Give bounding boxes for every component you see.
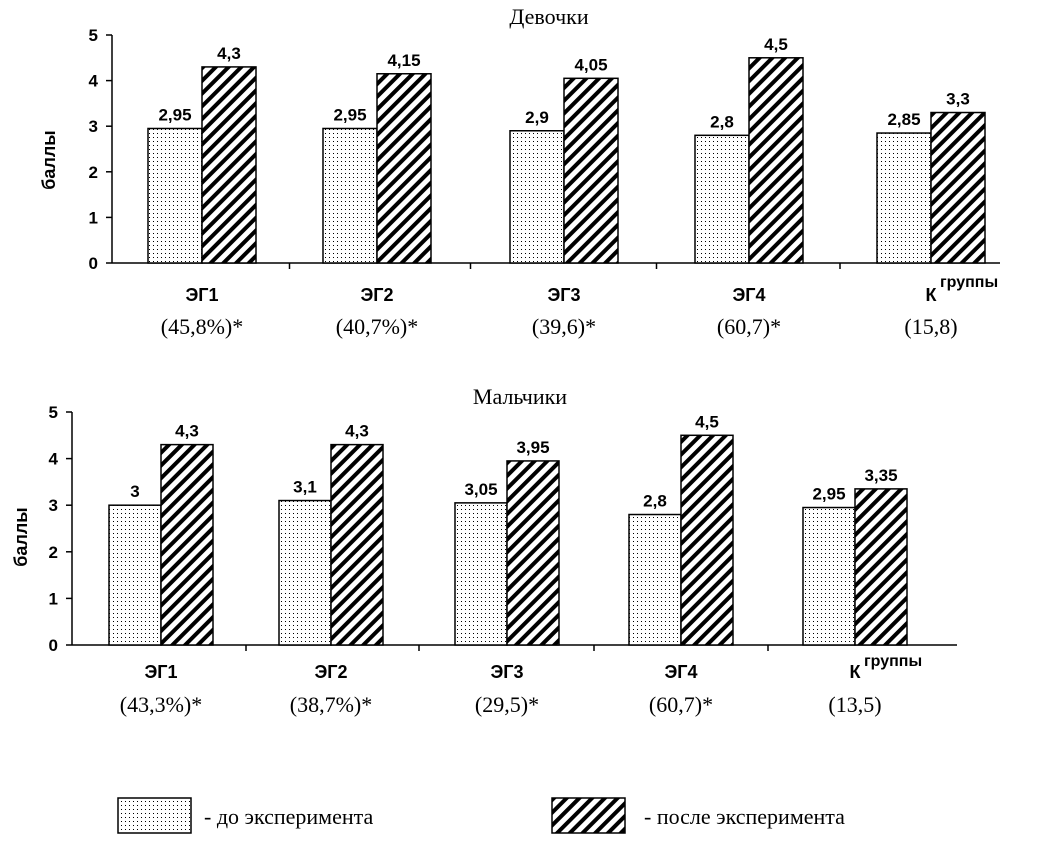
x-axis-label: группы	[864, 653, 922, 670]
bar-after	[680, 434, 734, 646]
y-axis-label: баллы	[11, 507, 31, 566]
bar-before	[802, 506, 856, 646]
legend-label-before: - до эксперимента	[204, 804, 374, 829]
legend-swatch-before	[117, 797, 192, 834]
category-note: (45,8%)*	[161, 314, 243, 339]
chart-title: Девочки	[509, 4, 588, 29]
y-tick-label: 4	[89, 72, 99, 91]
category-label: ЭГ1	[144, 662, 177, 682]
y-tick-label: 4	[49, 450, 59, 469]
y-tick-label: 3	[89, 117, 98, 136]
bar-after	[748, 57, 804, 264]
x-axis-label: группы	[940, 274, 998, 291]
bar-after	[160, 443, 214, 646]
category-note: (39,6)*	[532, 314, 596, 339]
bar-after	[854, 488, 908, 646]
y-tick-label: 1	[89, 208, 98, 227]
category-note: (43,3%)*	[120, 692, 202, 717]
bar-before	[278, 499, 332, 646]
y-tick-label: 2	[89, 163, 98, 182]
bar-before	[322, 127, 378, 264]
category-note: (29,5)*	[475, 692, 539, 717]
category-label: ЭГ4	[732, 285, 765, 305]
category-label: ЭГ4	[664, 662, 697, 682]
category-label: ЭГ3	[490, 662, 523, 682]
category-note: (60,7)*	[649, 692, 713, 717]
category-note: (40,7%)*	[336, 314, 418, 339]
chart-1: Девочки баллы 0 1 2 3 4 5 группы 2,95 4,3 ЭГ1 (45,8%…	[39, 4, 1000, 339]
data-label-after: 3,3	[946, 90, 970, 109]
y-tick-label: 0	[89, 254, 98, 273]
category-label: ЭГ2	[360, 285, 393, 305]
data-label-after: 4,3	[175, 422, 199, 441]
data-label-before: 2,95	[812, 485, 845, 504]
bar-before	[694, 134, 750, 264]
data-label-before: 2,85	[887, 110, 920, 129]
data-label-before: 2,8	[710, 112, 734, 131]
chart-title: Мальчики	[473, 384, 567, 409]
bar-after	[563, 77, 619, 264]
data-label-after: 4,05	[574, 55, 607, 74]
bar-after	[930, 111, 986, 264]
data-label-before: 3	[130, 482, 139, 501]
bar-before	[876, 132, 932, 264]
chart-2: Мальчики баллы 0 1 2 3 4 5 группы 3 4,3 ЭГ1 (43,3%)*…	[11, 384, 957, 717]
data-label-after: 4,3	[345, 422, 369, 441]
data-label-before: 2,95	[158, 105, 191, 124]
category-note: (38,7%)*	[290, 692, 372, 717]
legend-swatch-after	[551, 797, 626, 834]
y-tick-label: 0	[49, 636, 58, 655]
bar-before	[509, 130, 565, 264]
bar-after	[330, 443, 384, 646]
category-label: ЭГ3	[547, 285, 580, 305]
data-label-after: 4,3	[217, 44, 241, 63]
category-label: ЭГ1	[185, 285, 218, 305]
data-label-before: 2,8	[643, 492, 667, 511]
bar-before	[147, 127, 203, 264]
y-tick-label: 5	[89, 26, 98, 45]
data-label-after: 4,15	[387, 51, 420, 70]
legend-label-after: - после эксперимента	[644, 804, 845, 829]
bar-before	[628, 513, 682, 646]
category-label: ЭГ2	[314, 662, 347, 682]
y-tick-label: 2	[49, 543, 58, 562]
data-label-after: 4,5	[764, 35, 788, 54]
data-label-before: 3,05	[464, 480, 497, 499]
category-note: (15,8)	[904, 314, 957, 339]
legend: - до эксперимента - после эксперимента	[117, 797, 845, 834]
category-note: (13,5)	[828, 692, 881, 717]
bar-before	[108, 504, 162, 646]
bar-after	[201, 66, 257, 264]
data-label-after: 4,5	[695, 412, 719, 431]
category-label: К	[850, 662, 862, 682]
y-tick-label: 5	[49, 403, 58, 422]
data-label-before: 3,1	[293, 478, 317, 497]
category-label: К	[926, 285, 938, 305]
bar-before	[454, 502, 508, 646]
data-label-before: 2,95	[333, 105, 366, 124]
data-label-after: 3,35	[864, 466, 897, 485]
y-axis-label: баллы	[39, 130, 59, 189]
category-note: (60,7)*	[717, 314, 781, 339]
bar-after	[376, 73, 432, 264]
y-tick-label: 1	[49, 589, 58, 608]
data-label-before: 2,9	[525, 108, 549, 127]
bar-after	[506, 460, 560, 646]
data-label-after: 3,95	[516, 438, 549, 457]
y-tick-label: 3	[49, 496, 58, 515]
